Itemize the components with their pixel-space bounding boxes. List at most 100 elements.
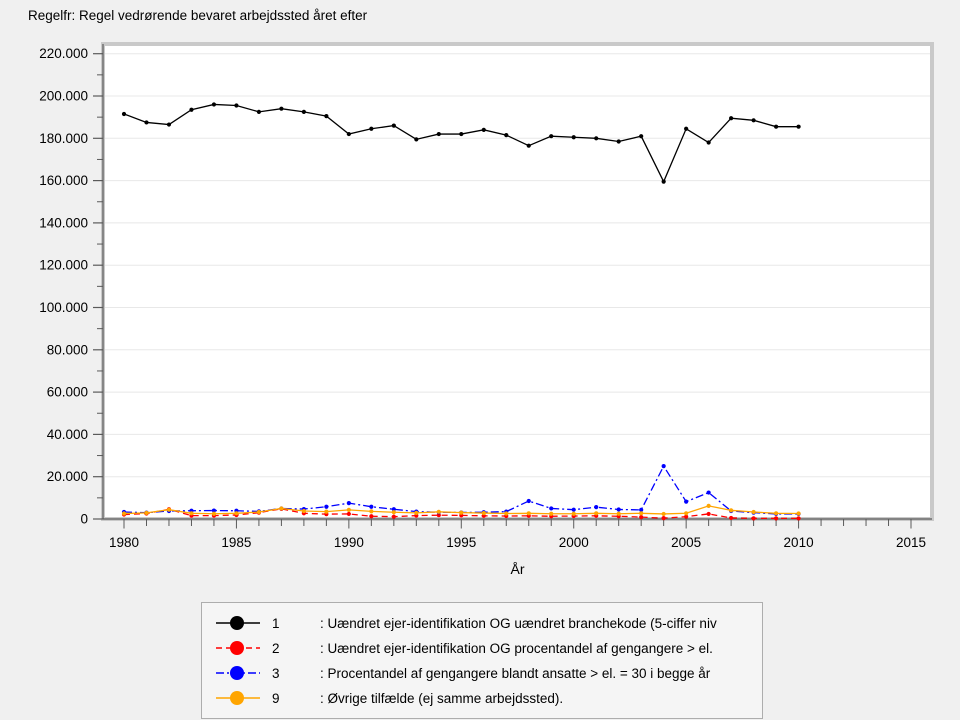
legend: 1 : Uændret ejer-identifikation OG uændr… xyxy=(201,602,763,719)
series-2-point xyxy=(706,511,711,517)
y-tick-label: 40.000 xyxy=(47,427,88,442)
y-tick-label: 140.000 xyxy=(39,215,88,230)
series-3-point xyxy=(706,490,711,495)
series-9-point xyxy=(549,511,554,516)
legend-id-9: 9 xyxy=(272,690,280,706)
series-9-point xyxy=(459,510,464,515)
y-tick-label: 80.000 xyxy=(47,342,88,357)
series-2-point xyxy=(346,511,351,517)
series-3-point xyxy=(369,504,374,509)
series-9-point xyxy=(346,507,351,513)
series-1-point xyxy=(211,102,217,107)
series-2-point xyxy=(369,514,374,519)
x-tick-label: 1980 xyxy=(109,535,139,550)
series-1-point xyxy=(121,111,127,117)
series-1-point xyxy=(706,140,711,145)
series-1-point xyxy=(459,131,464,137)
series-1-point xyxy=(526,143,531,148)
series-9-point xyxy=(256,509,262,515)
series-1-point xyxy=(301,109,306,114)
series-3-point xyxy=(526,498,531,504)
series-1-point xyxy=(549,134,554,139)
series-9-marker-icon xyxy=(216,691,260,705)
y-tick-label: 60.000 xyxy=(47,385,88,400)
series-9-point xyxy=(616,511,621,516)
series-1-point xyxy=(256,109,262,114)
legend-desc-9: : Øvrige tilfælde (ej samme arbejdssted)… xyxy=(320,690,564,706)
series-1-point xyxy=(391,123,396,128)
legend-row-3: 3 : Procentandel af gengangere blandt an… xyxy=(215,662,756,684)
series-2-point xyxy=(639,514,644,520)
series-1-point xyxy=(324,113,329,119)
series-3-marker-icon xyxy=(216,666,260,680)
legend-desc-1: : Uændret ejer-identifikation OG uændret… xyxy=(320,615,717,631)
series-3-point xyxy=(391,507,396,512)
series-1-point xyxy=(414,137,419,142)
series-3-point xyxy=(211,508,217,513)
legend-desc-3: : Procentandel af gengangere blandt ansa… xyxy=(320,665,711,681)
series-3-point xyxy=(616,507,621,512)
series-3-point xyxy=(549,506,554,511)
series-9-point xyxy=(279,506,284,511)
series-9-point xyxy=(144,510,149,515)
plot-frame xyxy=(101,42,934,521)
x-tick-label: 1995 xyxy=(446,535,476,550)
series-9-point xyxy=(729,508,734,513)
chart-title: Regelfr: Regel vedrørende bevaret arbejd… xyxy=(28,8,368,23)
series-9-point xyxy=(639,511,644,516)
series-2-point xyxy=(661,516,666,521)
y-tick-label: 120.000 xyxy=(39,258,88,273)
series-2-point xyxy=(436,513,441,518)
x-tick-label: 1990 xyxy=(334,535,364,550)
series-2-point xyxy=(773,516,779,521)
x-axis-title: År xyxy=(510,561,525,577)
series-9-point xyxy=(301,508,306,514)
series-9-point xyxy=(189,511,194,516)
series-9-point xyxy=(661,511,666,517)
series-9-point xyxy=(796,511,801,516)
series-9-point xyxy=(706,503,711,508)
legend-id-1: 1 xyxy=(272,615,280,631)
series-9-point xyxy=(211,511,217,516)
series-9-point xyxy=(751,509,756,515)
series-3-point xyxy=(639,507,644,513)
series-9-point xyxy=(504,511,509,516)
series-1-point xyxy=(504,133,509,138)
series-9-point xyxy=(324,509,329,514)
series-3-point xyxy=(594,505,599,510)
series-2-point xyxy=(684,514,689,519)
series-9-point xyxy=(436,509,441,514)
series-9-point xyxy=(526,511,531,516)
series-9-point xyxy=(166,507,172,512)
legend-id-3: 3 xyxy=(272,665,280,681)
series-1-point xyxy=(796,124,801,129)
x-tick-label: 2005 xyxy=(671,535,701,550)
series-9-point xyxy=(414,510,419,515)
y-tick-label: 160.000 xyxy=(39,173,88,188)
series-1-point xyxy=(481,127,486,132)
y-tick-label: 220.000 xyxy=(39,46,88,61)
series-1-point xyxy=(751,118,756,123)
series-2-point xyxy=(751,516,756,521)
legend-desc-2: : Uændret ejer-identifikation OG procent… xyxy=(320,640,713,656)
series-3-point xyxy=(324,504,329,509)
series-1-point xyxy=(773,124,779,129)
y-tick-label: 200.000 xyxy=(39,89,88,104)
series-1-point xyxy=(594,136,599,141)
legend-row-9: 9 : Øvrige tilfælde (ej samme arbejdsste… xyxy=(215,687,756,709)
series-9-point xyxy=(234,511,239,516)
legend-id-2: 2 xyxy=(272,640,280,656)
series-1-point xyxy=(571,135,576,140)
series-1-point xyxy=(346,131,351,137)
series-1-point xyxy=(661,179,666,184)
series-1-point xyxy=(616,139,621,144)
y-tick-label: 100.000 xyxy=(39,300,88,315)
series-1-point xyxy=(144,120,149,125)
series-1-point xyxy=(234,103,239,108)
series-3-point xyxy=(571,507,576,512)
x-tick-label: 2015 xyxy=(896,535,926,550)
series-9-point xyxy=(391,510,396,515)
series-9-point xyxy=(481,510,486,516)
series-9-point xyxy=(594,511,599,516)
